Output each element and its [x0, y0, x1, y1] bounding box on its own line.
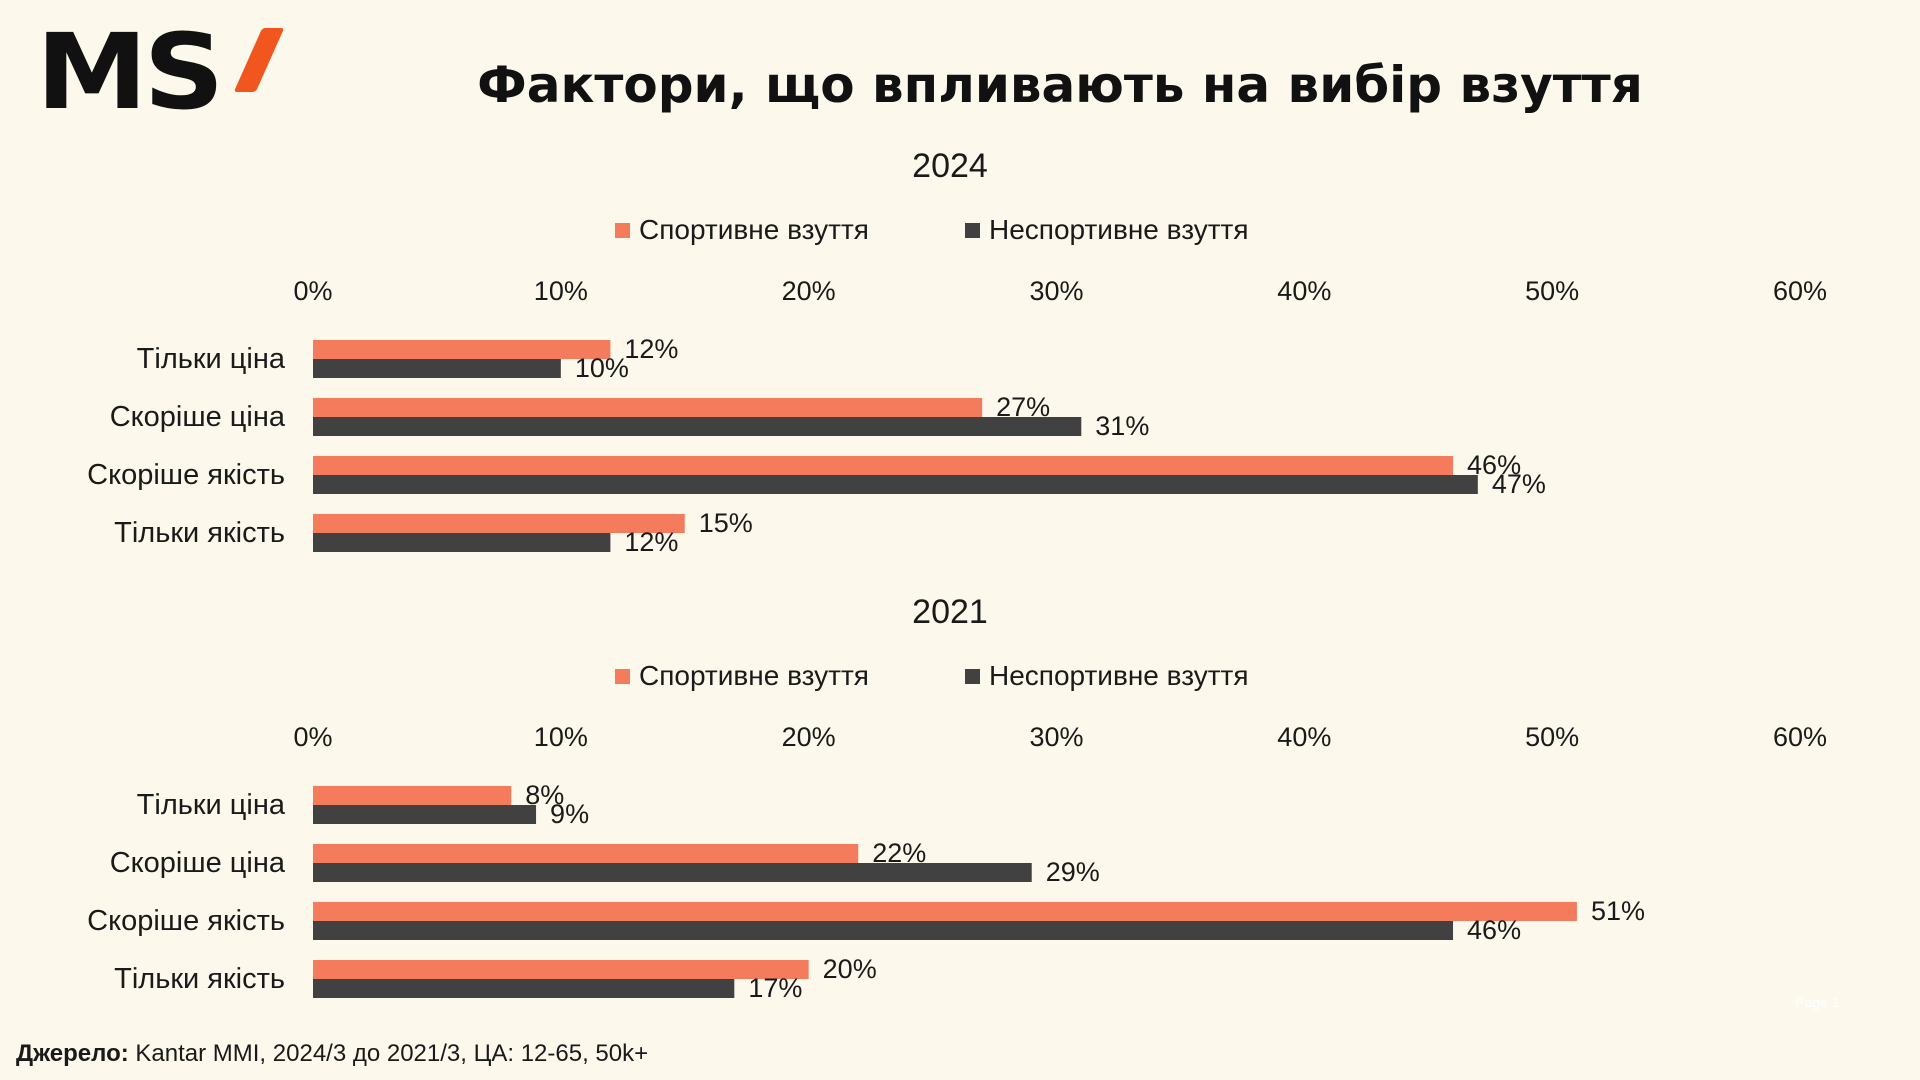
bar [313, 475, 1478, 494]
category-label: Тільки ціна [137, 343, 286, 375]
category-label: Тільки ціна [137, 789, 286, 821]
data-label: 9% [550, 799, 589, 829]
bar [313, 533, 611, 552]
tick-label: 50% [1525, 276, 1579, 306]
bar [313, 398, 983, 417]
tick-label: 50% [1525, 722, 1579, 752]
data-label: 31% [1095, 411, 1149, 441]
tick-label: 40% [1277, 722, 1331, 752]
category-label: Тільки якість [114, 963, 285, 995]
data-label: 20% [823, 954, 877, 984]
data-label: 51% [1591, 896, 1645, 926]
bar [313, 979, 735, 998]
legend-swatch [615, 223, 630, 238]
category-label: Скоріше ціна [110, 401, 286, 433]
brand-logo: MS [36, 20, 285, 124]
source-text: Kantar MMI, 2024/3 до 2021/3, ЦА: 12-65,… [128, 1040, 649, 1067]
logo-text: MS [36, 11, 224, 133]
bar [313, 514, 685, 533]
legend-label: Спортивне взуття [639, 660, 869, 691]
tick-label: 30% [1029, 722, 1083, 752]
source-footer: Джерело: Kantar MMI, 2024/3 до 2021/3, Ц… [16, 1040, 648, 1068]
bar [313, 921, 1454, 940]
tick-label: 20% [782, 722, 836, 752]
bar [313, 340, 611, 359]
bar [313, 359, 561, 378]
bar [313, 960, 809, 979]
data-label: 15% [699, 508, 753, 538]
bar [313, 863, 1032, 882]
legend-swatch [965, 223, 980, 238]
category-label: Скоріше якість [87, 459, 285, 491]
category-label: Тільки якість [114, 517, 285, 549]
tick-label: 10% [534, 722, 588, 752]
tick-label: 60% [1773, 722, 1827, 752]
category-label: Скоріше ціна [110, 847, 286, 879]
logo-accent-mark [233, 28, 285, 92]
chart-title: 2024 [912, 147, 988, 185]
bar [313, 844, 859, 863]
legend-label: Неспортивне взуття [989, 214, 1249, 245]
legend-swatch [965, 669, 980, 684]
legend-swatch [615, 669, 630, 684]
bar [313, 456, 1454, 475]
tick-label: 10% [534, 276, 588, 306]
data-label: 46% [1467, 915, 1521, 945]
chart-2024: 2024 Спортивне взуття Неспортивне взуття 0%… [87, 147, 1827, 557]
chart-title: 2021 [912, 593, 988, 631]
tick-label: 20% [782, 276, 836, 306]
tick-label: 0% [293, 276, 332, 306]
data-label: 47% [1492, 469, 1546, 499]
bar [313, 786, 512, 805]
data-label: 12% [624, 527, 678, 557]
legend-label: Неспортивне взуття [989, 660, 1249, 691]
legend-label: Спортивне взуття [639, 214, 869, 245]
bar [313, 805, 537, 824]
page-watermark: Page 1 [1795, 994, 1840, 1010]
tick-label: 30% [1029, 276, 1083, 306]
tick-label: 0% [293, 722, 332, 752]
data-label: 17% [748, 973, 802, 1003]
data-label: 10% [575, 353, 629, 383]
tick-label: 40% [1277, 276, 1331, 306]
source-label: Джерело: [16, 1040, 129, 1067]
bar [313, 417, 1082, 436]
category-label: Скоріше якість [87, 905, 285, 937]
page-title: Фактори, що впливають на вибір взуття [477, 56, 1643, 114]
chart-2021: 2021 Спортивне взуття Неспортивне взуття 0%… [87, 593, 1827, 1003]
bar [313, 902, 1577, 921]
data-label: 29% [1046, 857, 1100, 887]
data-label: 12% [624, 334, 678, 364]
tick-label: 60% [1773, 276, 1827, 306]
